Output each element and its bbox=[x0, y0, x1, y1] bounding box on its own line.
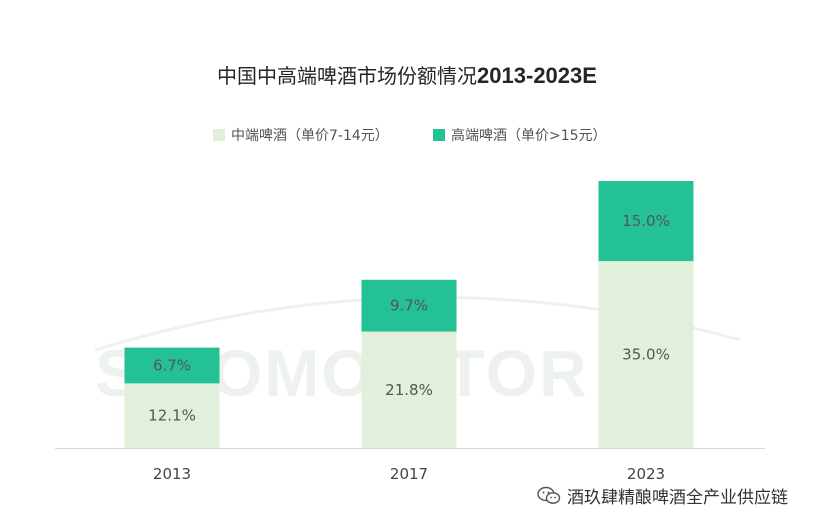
bar-mid-2023 bbox=[598, 261, 694, 448]
data-label-mid-2013: 12.1% bbox=[148, 407, 196, 425]
legend-swatch-mid bbox=[213, 129, 225, 141]
data-label-high-2013: 6.7% bbox=[153, 356, 191, 374]
data-label-mid-2023: 35.0% bbox=[622, 346, 670, 364]
legend-item-mid: 中端啤酒（单价7-14元） bbox=[213, 125, 389, 145]
bar-high-2023 bbox=[598, 181, 694, 262]
legend-swatch-high bbox=[433, 129, 445, 141]
wechat-icon bbox=[537, 486, 561, 504]
legend-label-mid: 中端啤酒（单价7-14元） bbox=[231, 128, 389, 144]
legend-item-high: 高端啤酒（单价>15元） bbox=[433, 125, 607, 145]
chart-title-range: 2013-2023E bbox=[477, 63, 597, 88]
bar-mid-2017 bbox=[361, 331, 457, 448]
data-label-high-2023: 15.0% bbox=[622, 212, 670, 230]
legend: 中端啤酒（单价7-14元） 高端啤酒（单价>15元） bbox=[0, 125, 814, 145]
x-tick-label-2013: 2013 bbox=[153, 465, 191, 483]
footer: 酒玖肆精酿啤酒全产业供应链 bbox=[537, 483, 788, 508]
x-tick-label-2017: 2017 bbox=[390, 465, 428, 483]
chart-title-text: 中国中高端啤酒市场份额情况 bbox=[217, 64, 478, 88]
bar-high-2017 bbox=[361, 279, 457, 332]
bar-mid-2013 bbox=[124, 383, 220, 448]
data-label-mid-2017: 21.8% bbox=[385, 381, 433, 399]
bar-high-2013 bbox=[124, 347, 220, 384]
legend-label-high: 高端啤酒（单价>15元） bbox=[451, 128, 607, 144]
chart-title: 中国中高端啤酒市场份额情况2013-2023E bbox=[0, 60, 814, 89]
data-label-high-2017: 9.7% bbox=[390, 297, 428, 315]
x-tick-label-2023: 2023 bbox=[627, 465, 665, 483]
footer-text: 酒玖肆精酿啤酒全产业供应链 bbox=[567, 488, 788, 508]
